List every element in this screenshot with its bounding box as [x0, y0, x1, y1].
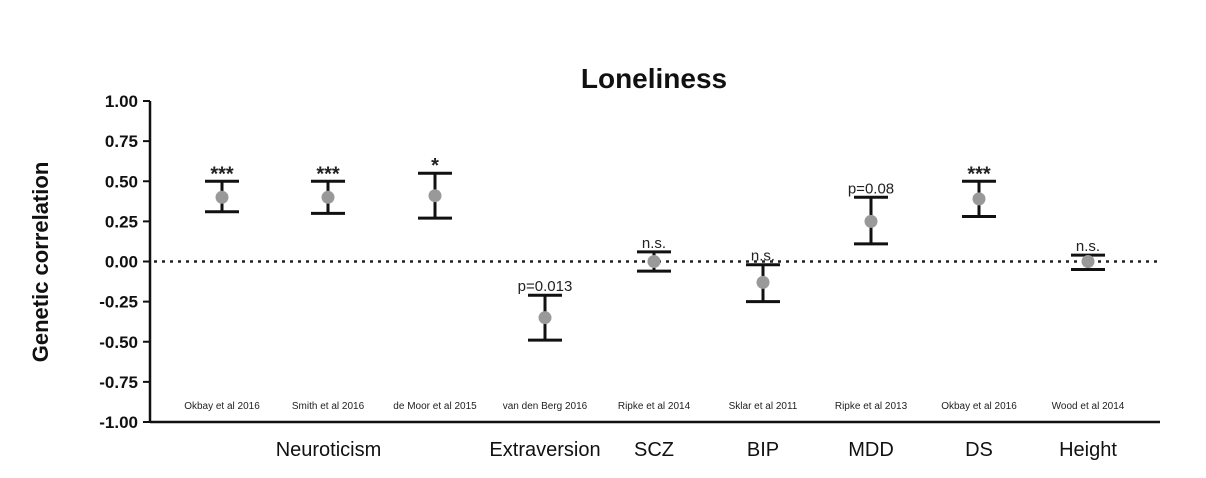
group-label: BIP — [747, 439, 779, 461]
study-label: Ripke et al 2013 — [835, 401, 908, 412]
group-label: MDD — [848, 439, 894, 461]
data-point — [428, 189, 442, 203]
y-tick-label: -0.75 — [99, 373, 138, 392]
study-label: Wood et al 2014 — [1052, 401, 1125, 412]
y-tick-label: -0.25 — [99, 293, 138, 312]
group-labels: Neuroticism Extraversion SCZ BIP MDD DS Height — [276, 439, 1118, 461]
group-label: Extraversion — [489, 439, 600, 461]
data-point — [321, 190, 335, 204]
y-tick-label: 0.00 — [105, 253, 138, 272]
group-label: Neuroticism — [276, 439, 382, 461]
group-label: SCZ — [634, 439, 674, 461]
y-tick-label: 0.75 — [105, 132, 138, 151]
data-point — [972, 192, 986, 206]
data-point-group: * — [418, 155, 452, 220]
significance-annotation: p=0.013 — [518, 278, 573, 295]
y-axis-label: Genetic correlation — [28, 162, 53, 363]
y-tick-label: 1.00 — [105, 92, 138, 111]
y-axis-ticks: 1.00 0.75 0.50 0.25 0.00 -0.25 -0.50 -0.75 -1.00 — [99, 92, 150, 432]
significance-annotation: *** — [316, 163, 340, 185]
data-point-group: p=0.013 — [518, 278, 573, 342]
data-point — [756, 275, 770, 289]
study-label: Okbay et al 2016 — [184, 401, 260, 412]
study-label: Smith et al 2016 — [292, 401, 365, 412]
data-point — [538, 311, 552, 325]
y-tick-label: 0.25 — [105, 212, 138, 231]
y-tick-label: -0.50 — [99, 333, 138, 352]
chart-title: Loneliness — [581, 63, 727, 94]
significance-annotation: n.s. — [751, 248, 775, 265]
data-point-group: *** — [311, 163, 345, 215]
significance-annotation: n.s. — [1076, 238, 1100, 255]
study-labels: Okbay et al 2016 Smith et al 2016 de Moor … — [184, 401, 1125, 412]
y-tick-label: 0.50 — [105, 172, 138, 191]
data-point-group: *** — [205, 163, 239, 214]
study-label: Ripke et al 2014 — [618, 401, 691, 412]
significance-annotation: n.s. — [642, 235, 666, 252]
significance-annotation: p=0.08 — [848, 180, 894, 197]
study-label: Sklar et al 2011 — [729, 401, 798, 412]
data-point — [1081, 255, 1095, 268]
data-point — [215, 190, 229, 204]
data-point — [647, 255, 661, 268]
data-point-group: *** — [962, 163, 996, 219]
group-label: DS — [965, 439, 993, 461]
data-point-group: p=0.08 — [848, 180, 894, 246]
data-point-group: n.s. — [1071, 238, 1105, 272]
study-label: Okbay et al 2016 — [941, 401, 1017, 412]
significance-annotation: *** — [967, 163, 991, 185]
study-label: van den Berg 2016 — [503, 401, 588, 412]
data-point-group: n.s. — [637, 235, 671, 273]
significance-annotation: *** — [210, 163, 234, 185]
y-tick-label: -1.00 — [99, 413, 138, 432]
data-point — [864, 214, 878, 228]
significance-annotation: * — [431, 155, 439, 177]
group-label: Height — [1059, 439, 1117, 461]
data-point-group: n.s. — [746, 248, 780, 304]
study-label: de Moor et al 2015 — [393, 401, 477, 412]
